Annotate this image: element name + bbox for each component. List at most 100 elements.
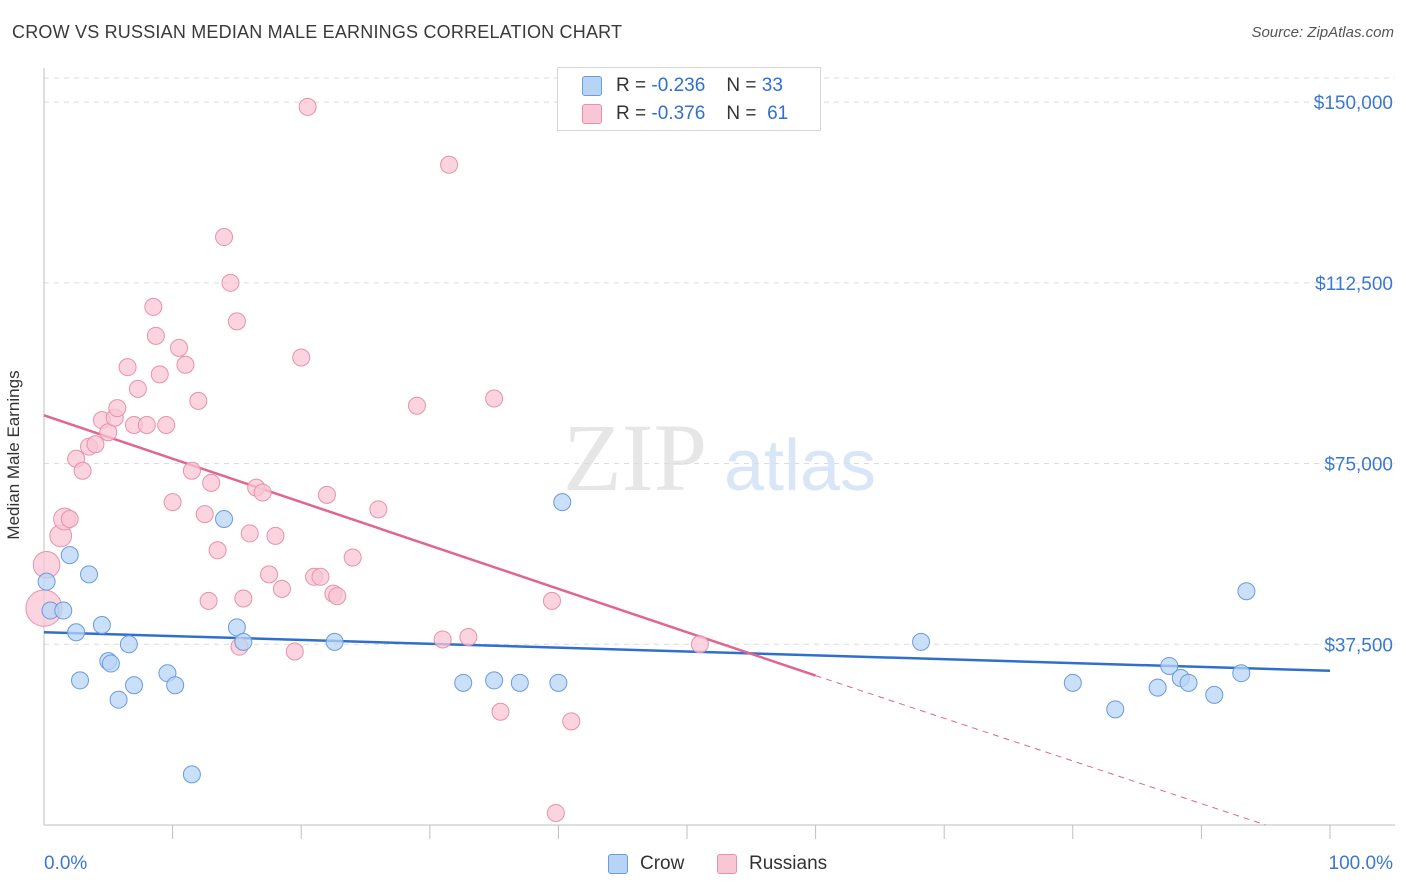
crow-point [1179,673,1198,692]
crow-point [553,493,572,512]
x-tick-label-start: 0.0% [44,853,87,874]
crow-point [80,565,99,584]
russians-point [459,628,478,647]
crow-point [1148,678,1167,697]
crow-point [125,676,144,695]
russians-point [221,273,240,292]
russians-swatch [582,104,602,124]
crow-r-label: R = [616,75,647,96]
y-tick-label: $37,500 [1324,635,1393,656]
y-tick-label: $75,000 [1324,455,1393,476]
source-label: Source: ZipAtlas.com [1251,24,1394,41]
crow-legend-label: Crow [640,853,685,874]
y-tick-label: $150,000 [1314,93,1393,114]
russians-point [285,642,304,661]
crow-swatch [582,76,602,96]
crow-point [182,765,201,784]
russians-point [137,415,156,434]
russians-point [234,589,253,608]
russians-point [182,461,201,480]
crow-point [1205,685,1224,704]
crow-point [109,690,128,709]
data-points [25,97,1256,822]
russians-legend-swatch [717,854,737,874]
russians-point [369,500,388,519]
crow-point [60,546,79,565]
russians-point [240,524,259,543]
crow-point [92,615,111,634]
russians-point [189,391,208,410]
crow-point [549,673,568,692]
russians-point [86,435,105,454]
russians-point [118,358,137,377]
crow-point [1160,656,1179,675]
russians-point [170,338,189,357]
x-tick-labels: 0.0% 100.0% [44,853,1393,874]
russians-point [690,635,709,654]
russians-point [163,493,182,512]
crow-point [454,673,473,692]
chart-title: CROW VS RUSSIAN MEDIAN MALE EARNINGS COR… [12,22,623,42]
russians-r-value: -0.376 [651,103,706,124]
russians-point [215,228,234,247]
crow-legend-swatch [608,854,628,874]
y-tick-labels: $37,500 $75,000 $112,500 $150,000 [1314,93,1393,656]
y-tick-label: $112,500 [1315,274,1393,295]
russians-point [176,355,195,374]
crow-r-value: -0.236 [651,75,706,96]
crow-n-label: N = [726,75,757,96]
russians-point [227,312,246,331]
crow-point [325,632,344,651]
russians-point [311,567,330,586]
russians-point [199,591,218,610]
russians-point [144,297,163,316]
y-axis-label: Median Male Earnings [4,370,23,540]
russians-point [260,565,279,584]
russians-r-label: R = [616,103,647,124]
russians-legend-label: Russians [749,853,828,874]
russians-point [407,396,426,415]
russians-point [440,155,459,174]
russians-point [202,473,221,492]
legend-row-russians: R = -0.376 N = 61 [582,102,788,126]
crow-point [54,601,73,620]
russians-point [433,630,452,649]
bottom-legend-crow: Crow [608,852,684,876]
crow-point [1063,673,1082,692]
crow-point [71,671,90,690]
russians-point [298,97,317,116]
crow-point [1237,582,1256,601]
russians-point [343,548,362,567]
russians-point [208,541,227,560]
crow-point [101,654,120,673]
russians-point [195,505,214,524]
correlation-legend: R = -0.236 N = 33 R = -0.376 N = 61 [557,67,821,131]
legend-row-crow: R = -0.236 N = 33 [582,74,783,98]
russians-point [128,379,147,398]
x-tick-label-end: 100.0% [1329,853,1394,874]
russians-point [60,509,79,528]
russians-point [157,415,176,434]
gridlines [44,77,1395,645]
bottom-legend-russians: Russians [717,852,827,876]
crow-point [166,676,185,695]
russians-point [292,348,311,367]
crow-point [510,673,529,692]
watermark: ZIP atlas [563,404,876,511]
russians-point [485,389,504,408]
russians-point [317,485,336,504]
crow-point [234,632,253,651]
crow-point [67,623,86,642]
crow-point [1232,664,1251,683]
watermark-atlas: atlas [724,426,876,506]
russians-trend-extension [815,675,1266,826]
russians-point [491,702,510,721]
crow-point [215,509,234,528]
crow-point [37,572,56,591]
crow-point [485,671,504,690]
russians-n-value: 61 [767,103,789,124]
russians-point [253,483,272,502]
russians-point [542,591,561,610]
russians-point [73,461,92,480]
